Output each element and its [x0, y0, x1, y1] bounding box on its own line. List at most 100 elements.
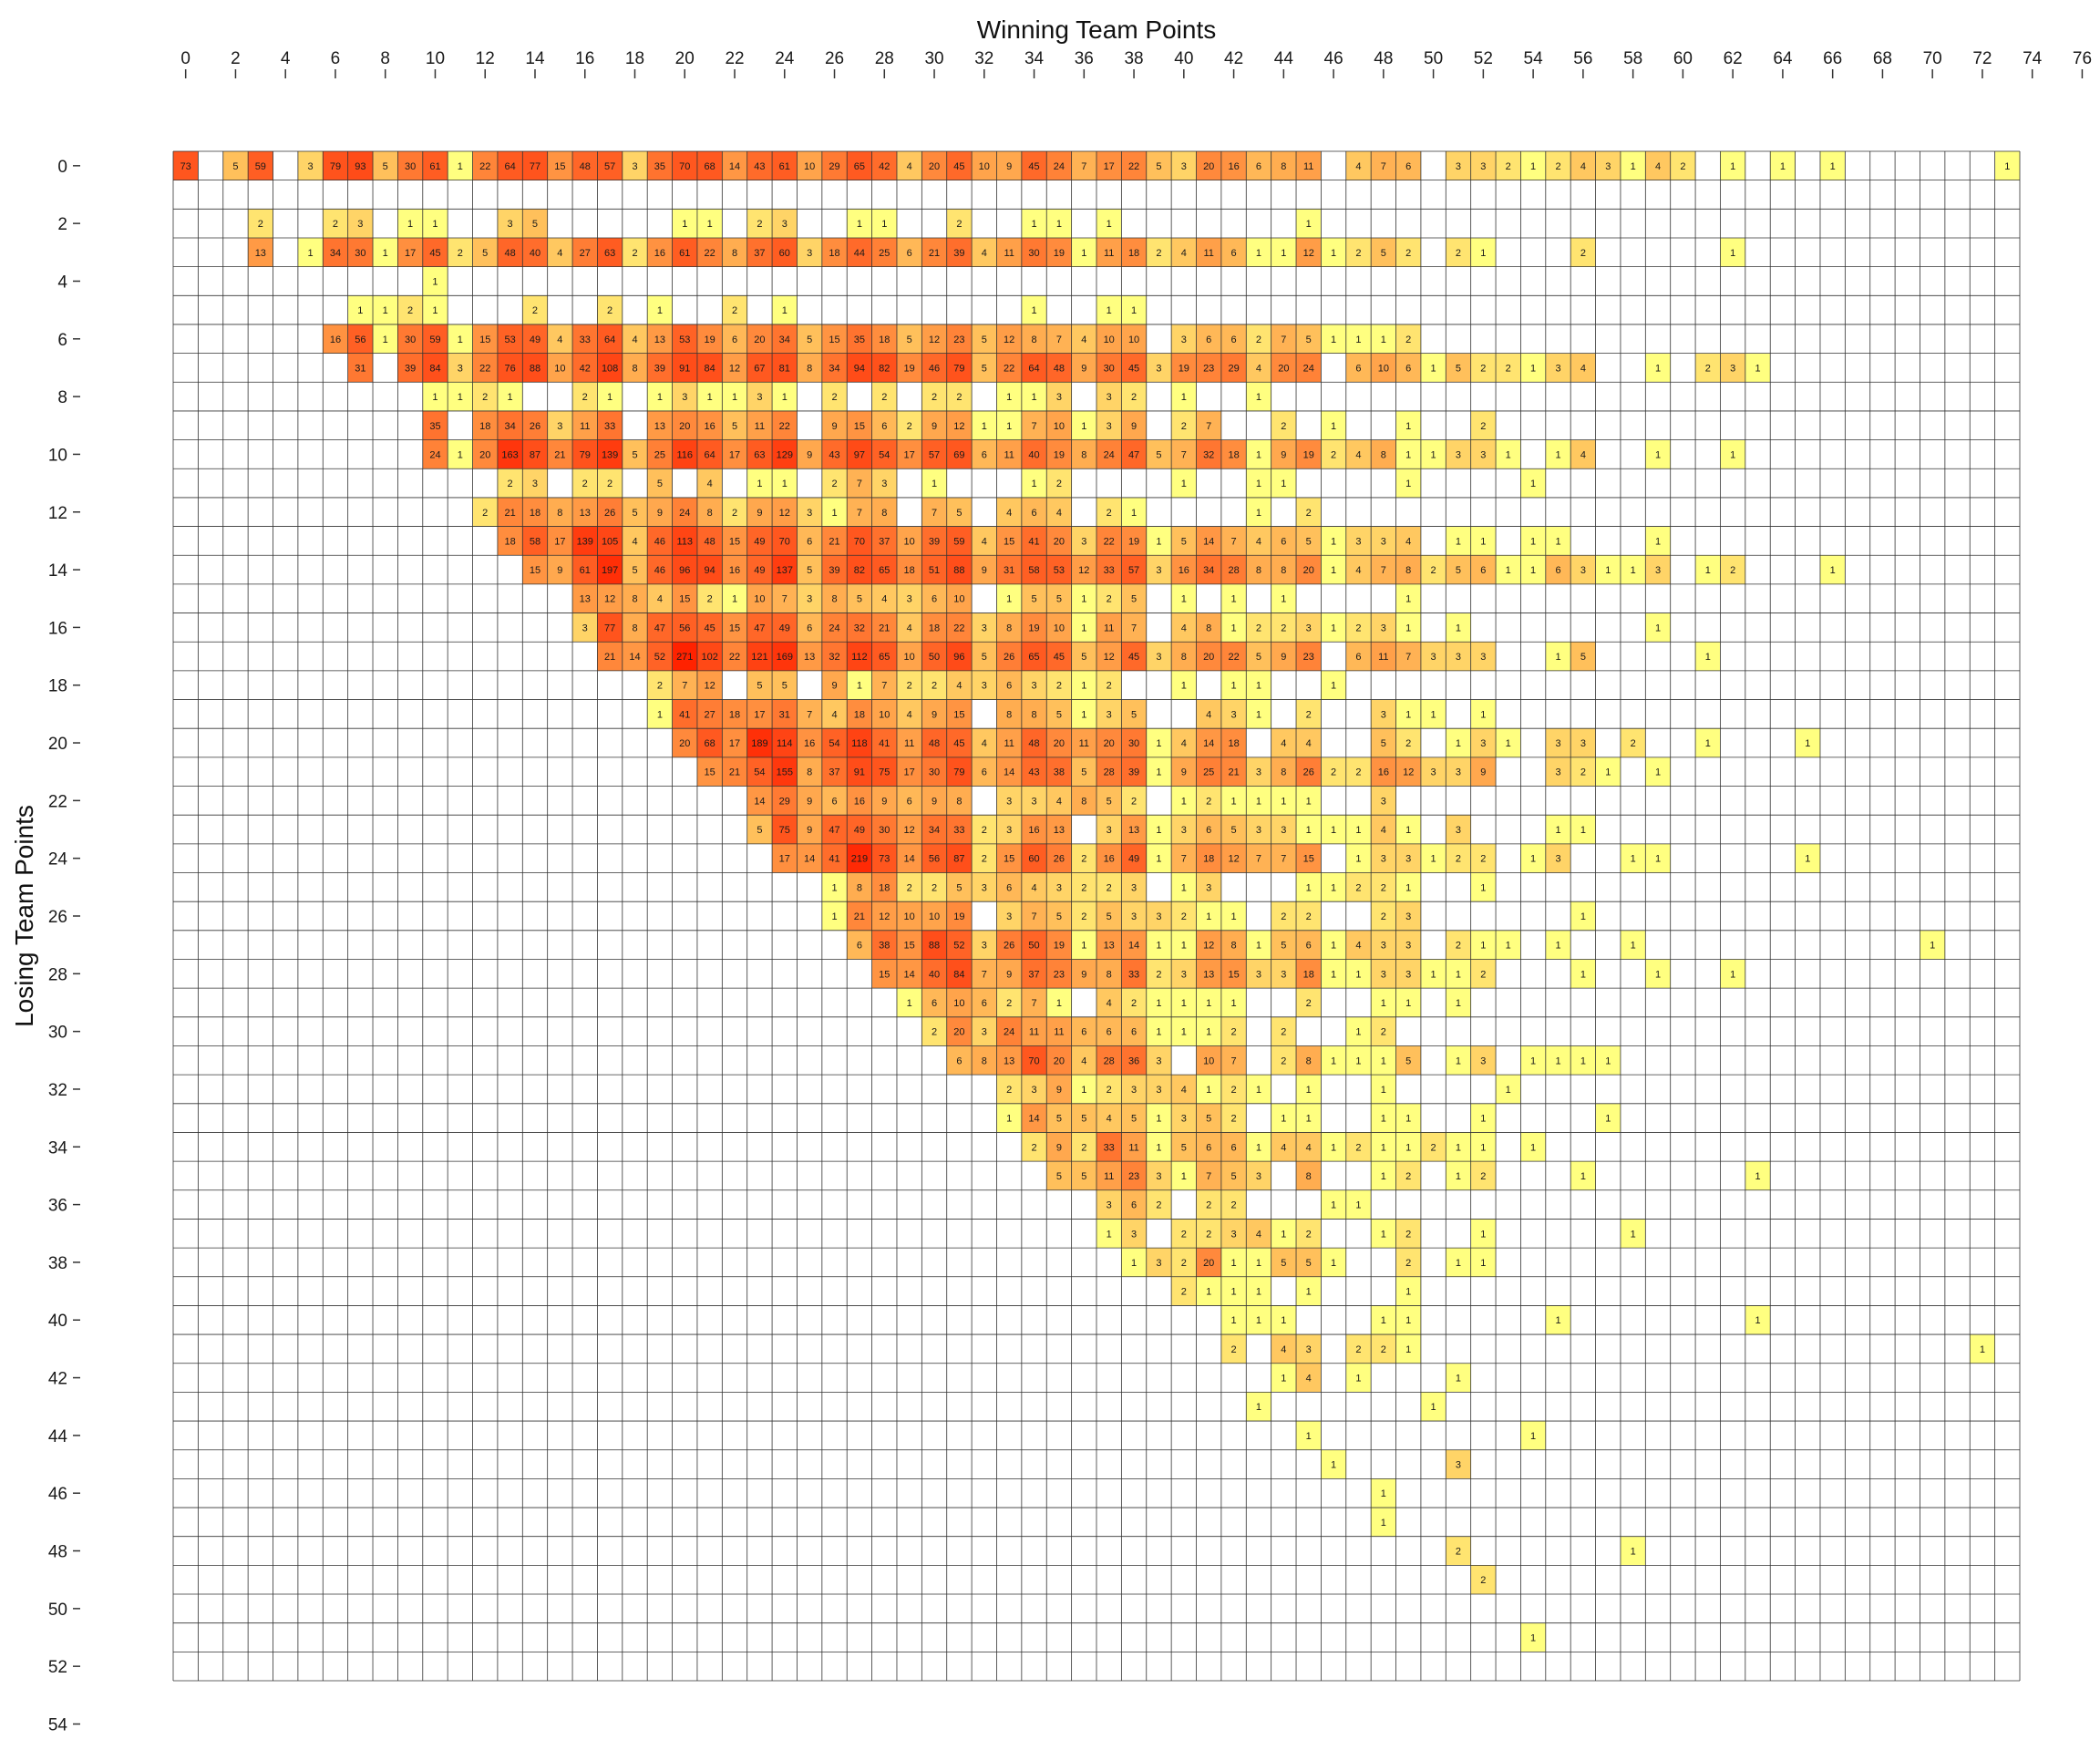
- heatmap-cell: [847, 757, 872, 787]
- heatmap-cell: [1046, 1016, 1072, 1046]
- x-tick-label: 48: [1374, 49, 1393, 68]
- heatmap-cell: [1071, 728, 1096, 757]
- heatmap-cell: [1271, 439, 1297, 469]
- heatmap-cell: [373, 295, 398, 324]
- heatmap-cell: [1246, 815, 1271, 844]
- cell-value-label: 33: [1104, 565, 1115, 576]
- cell-value-label: 1: [1081, 421, 1086, 432]
- cell-value-label: 1: [1031, 305, 1036, 316]
- heatmap-cell: [1021, 295, 1047, 324]
- cell-value-label: 20: [953, 1027, 964, 1038]
- heatmap-cell: [1171, 353, 1197, 383]
- cell-value-label: 4: [1107, 1114, 1112, 1125]
- heatmap-cell: [597, 439, 623, 469]
- cell-value-label: 45: [705, 623, 715, 633]
- cell-value-label: 1: [1480, 248, 1486, 259]
- cell-value-label: 15: [829, 335, 839, 345]
- cell-value-label: 1: [1306, 1287, 1312, 1298]
- cell-value-label: 2: [1405, 1258, 1411, 1269]
- heatmap-cell: [921, 728, 947, 757]
- cell-value-label: 93: [355, 161, 365, 172]
- heatmap-cell: [1220, 988, 1247, 1017]
- cell-value-label: 4: [1405, 536, 1411, 547]
- cell-value-label: 1: [1156, 998, 1161, 1009]
- cell-value-label: 1: [2004, 161, 2010, 172]
- heatmap-cell: [1021, 555, 1047, 584]
- heatmap-cell: [1196, 612, 1221, 643]
- cell-value-label: 5: [1131, 1114, 1137, 1125]
- cell-value-label: 112: [851, 652, 868, 663]
- heatmap-cell: [772, 151, 798, 180]
- heatmap-cell: [1071, 1016, 1096, 1046]
- cell-value-label: 33: [1104, 1142, 1115, 1153]
- heatmap-cell: [1096, 237, 1122, 267]
- heatmap-cell: [1470, 642, 1497, 671]
- heatmap-cell: [1096, 815, 1122, 844]
- cell-value-label: 4: [1355, 161, 1361, 172]
- cell-value-label: 14: [904, 854, 915, 865]
- cell-value-label: 9: [982, 565, 987, 576]
- x-tick-label: 10: [426, 49, 445, 68]
- cell-value-label: 77: [604, 623, 615, 633]
- y-tick-label: 26: [48, 908, 67, 927]
- heatmap-cell: [996, 930, 1022, 960]
- heatmap-cell: [672, 642, 697, 671]
- cell-value-label: 15: [879, 969, 890, 980]
- cell-value-label: 1: [1156, 738, 1161, 749]
- cell-value-label: 12: [1078, 565, 1089, 576]
- cell-value-label: 8: [1206, 623, 1211, 633]
- cell-value-label: 11: [1378, 652, 1388, 663]
- heatmap-cell: [1046, 497, 1072, 527]
- cell-value-label: 1: [1506, 941, 1511, 952]
- cell-value-label: 1: [1331, 1055, 1336, 1066]
- x-tick-label: 54: [1524, 49, 1544, 68]
- cell-value-label: 34: [929, 825, 940, 836]
- heatmap-cell: [1371, 843, 1396, 873]
- heatmap-cell: [972, 815, 997, 844]
- cell-value-label: 1: [1405, 479, 1411, 489]
- cell-value-label: 2: [1181, 911, 1187, 922]
- heatmap-cell: [422, 353, 448, 383]
- cell-value-label: 15: [554, 161, 565, 172]
- cell-value-label: 16: [1104, 854, 1115, 865]
- heatmap-cell: [1196, 642, 1221, 671]
- heatmap-cell: [1096, 670, 1122, 700]
- cell-value-label: 40: [1028, 449, 1039, 460]
- cell-value-label: 2: [1281, 421, 1286, 432]
- heatmap-cell: [622, 583, 648, 613]
- heatmap-cell: [672, 410, 697, 440]
- heatmap-cell: [847, 237, 872, 267]
- cell-value-label: 5: [857, 594, 862, 605]
- cell-value-label: 3: [1231, 1229, 1237, 1240]
- heatmap-cell: [896, 612, 922, 643]
- cell-value-label: 19: [904, 363, 915, 374]
- cell-value-label: 20: [679, 738, 690, 749]
- cell-value-label: 5: [632, 565, 637, 576]
- cell-value-label: 6: [732, 335, 737, 345]
- cell-value-label: 1: [1206, 1027, 1211, 1038]
- heatmap-cell: [996, 815, 1022, 844]
- heatmap-cell: [1046, 843, 1072, 873]
- cell-value-label: 5: [1056, 709, 1062, 720]
- heatmap-cell: [1420, 642, 1446, 671]
- cell-value-label: 1: [1156, 825, 1161, 836]
- cell-value-label: 10: [1378, 363, 1389, 374]
- heatmap-cell: [422, 324, 448, 354]
- cell-value-label: 1: [1431, 969, 1436, 980]
- cell-value-label: 1: [1306, 219, 1312, 230]
- x-tick-label: 42: [1224, 49, 1243, 68]
- heatmap-cell: [1171, 988, 1197, 1017]
- cell-value-label: 26: [1054, 854, 1065, 865]
- cell-value-label: 11: [1104, 1171, 1114, 1182]
- heatmap-cell: [1470, 151, 1497, 180]
- cell-value-label: 3: [1405, 969, 1411, 980]
- heatmap-cell: [1395, 324, 1421, 354]
- cell-value-label: 4: [1206, 709, 1211, 720]
- cell-value-label: 96: [679, 565, 690, 576]
- cell-value-label: 27: [705, 709, 715, 720]
- cell-value-label: 12: [779, 508, 790, 519]
- cell-value-label: 79: [580, 449, 591, 460]
- cell-value-label: 3: [1131, 1229, 1137, 1240]
- cell-value-label: 2: [1031, 1142, 1036, 1153]
- heatmap-cell: [622, 151, 648, 180]
